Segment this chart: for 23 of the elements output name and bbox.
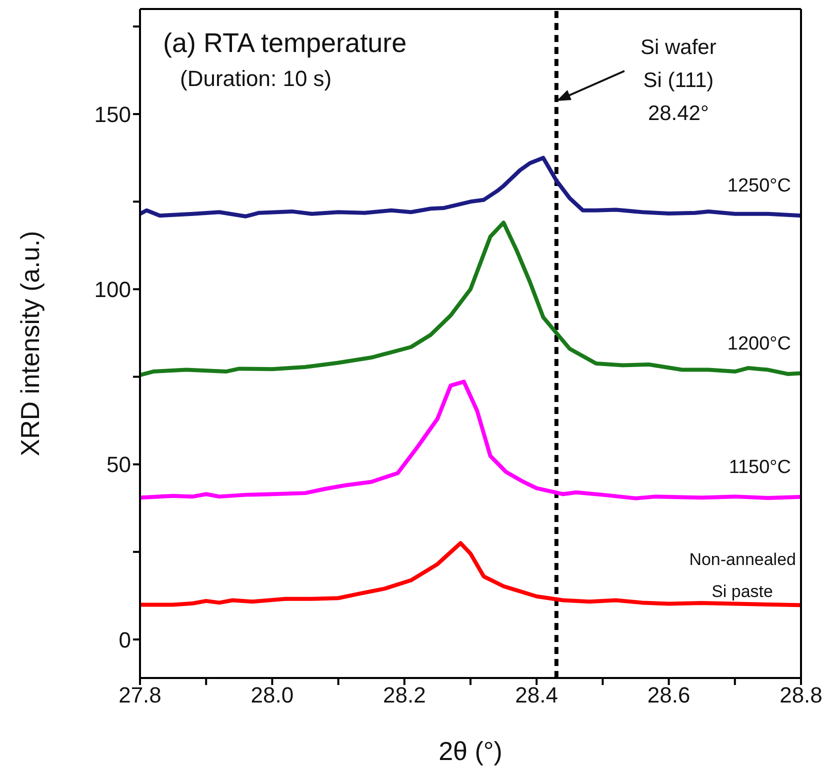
x-tick-label: 28.2: [382, 682, 426, 708]
text: (Duration: 10 s): [180, 66, 332, 92]
x-tick-label: 27.8: [118, 682, 162, 708]
x-tick-label: 28.8: [780, 682, 822, 708]
series-label: 1200°C: [727, 333, 791, 354]
annotation: Si wafer Si (111) 28.42°: [639, 35, 718, 127]
x-tick-label: 28.4: [515, 682, 558, 708]
series-label: 1150°C: [728, 456, 791, 478]
series-label: 1250°C: [727, 176, 791, 197]
x-tick-label: 28.0: [250, 682, 294, 708]
y-tick-label: 0: [118, 627, 131, 652]
x-tick-label: 28.6: [647, 682, 690, 708]
y-tick-label: 100: [94, 277, 131, 302]
y-tick-label: 150: [94, 102, 131, 127]
line-series: [140, 220, 801, 378]
text: (a) RTA temperature: [163, 28, 407, 59]
series-label: Non-annealed Si paste: [689, 550, 796, 602]
line-series: [140, 541, 801, 608]
y-tick-label: 50: [106, 452, 131, 478]
x-axis-title: 2θ (°): [438, 736, 502, 766]
y-axis-title: XRD intensity (a.u.): [15, 230, 46, 456]
line-series: [140, 380, 801, 500]
line-series: [140, 156, 801, 218]
